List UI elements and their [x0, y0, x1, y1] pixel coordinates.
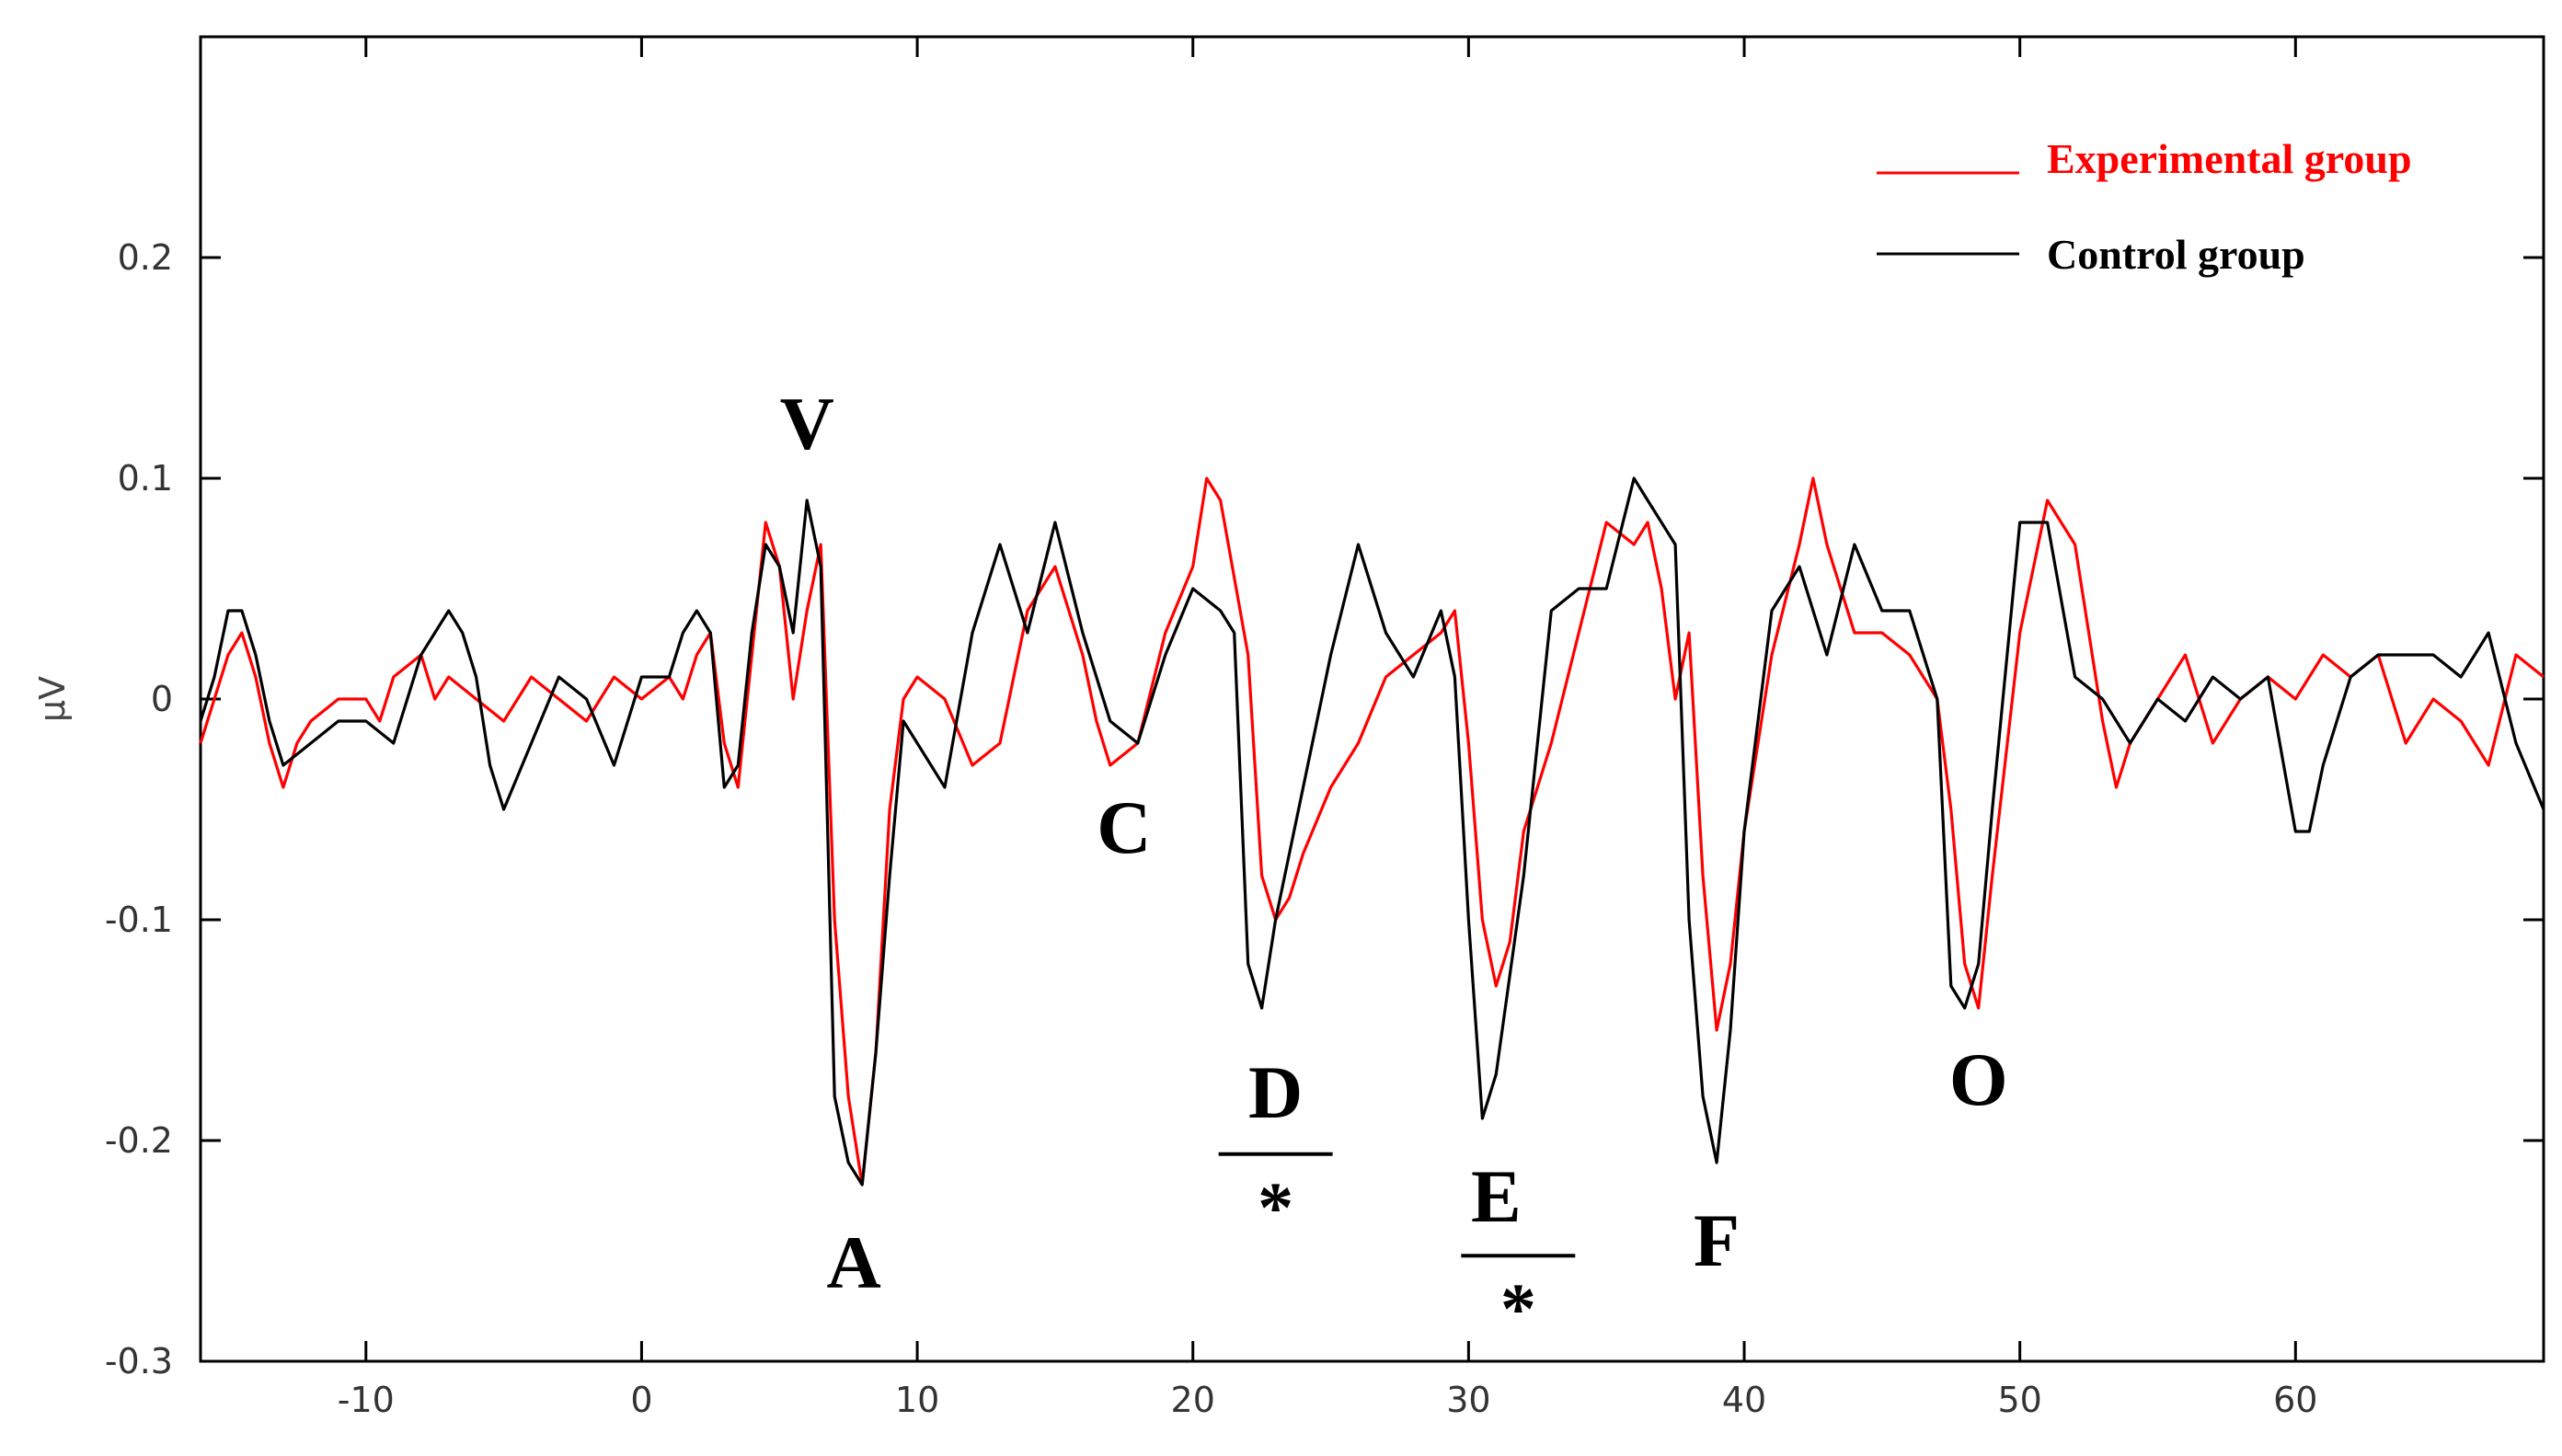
y-tick-label: 0.1: [118, 458, 173, 499]
y-axis: -0.3 -0.2 -0.1 0 0.1 0.2: [105, 237, 2544, 1381]
peak-label-d: D: [1248, 1050, 1303, 1134]
x-tick-label: 0: [630, 1380, 652, 1420]
peak-label-o: O: [1949, 1038, 2008, 1121]
x-tick-label: 30: [1446, 1380, 1490, 1420]
x-axis: -10 0 10 20 30 40 50 60: [338, 37, 2317, 1420]
x-tick-label: 20: [1171, 1380, 1215, 1420]
peak-label-f: F: [1694, 1198, 1740, 1282]
x-tick-label: 40: [1722, 1380, 1766, 1420]
legend-label-control: Control group: [2047, 231, 2305, 278]
significance-marker: *: [1258, 1167, 1293, 1247]
x-tick-label: 50: [1997, 1380, 2041, 1420]
legend: Experimental group Control group: [1877, 135, 2412, 278]
x-tick-label: 10: [895, 1380, 939, 1420]
peak-label-a: A: [827, 1221, 881, 1304]
legend-label-experimental: Experimental group: [2047, 135, 2412, 182]
series-layer: [199, 476, 2545, 1187]
peak-label-c: C: [1097, 785, 1151, 869]
x-tick-label: -10: [338, 1380, 395, 1420]
x-tick-label: 60: [2273, 1380, 2317, 1420]
series-line-control: [199, 476, 2545, 1187]
y-tick-label: -0.3: [105, 1341, 173, 1381]
annotation-layer: V A C D * E * F O: [780, 382, 2008, 1348]
y-tick-label: -0.2: [105, 1120, 173, 1161]
y-tick-label: 0: [151, 679, 173, 719]
peak-label-v: V: [780, 382, 834, 465]
significance-marker: *: [1500, 1268, 1536, 1348]
peak-label-e: E: [1471, 1154, 1522, 1238]
y-axis-label: µV: [32, 676, 73, 722]
y-tick-label: -0.1: [105, 900, 173, 940]
y-tick-label: 0.2: [118, 237, 173, 278]
